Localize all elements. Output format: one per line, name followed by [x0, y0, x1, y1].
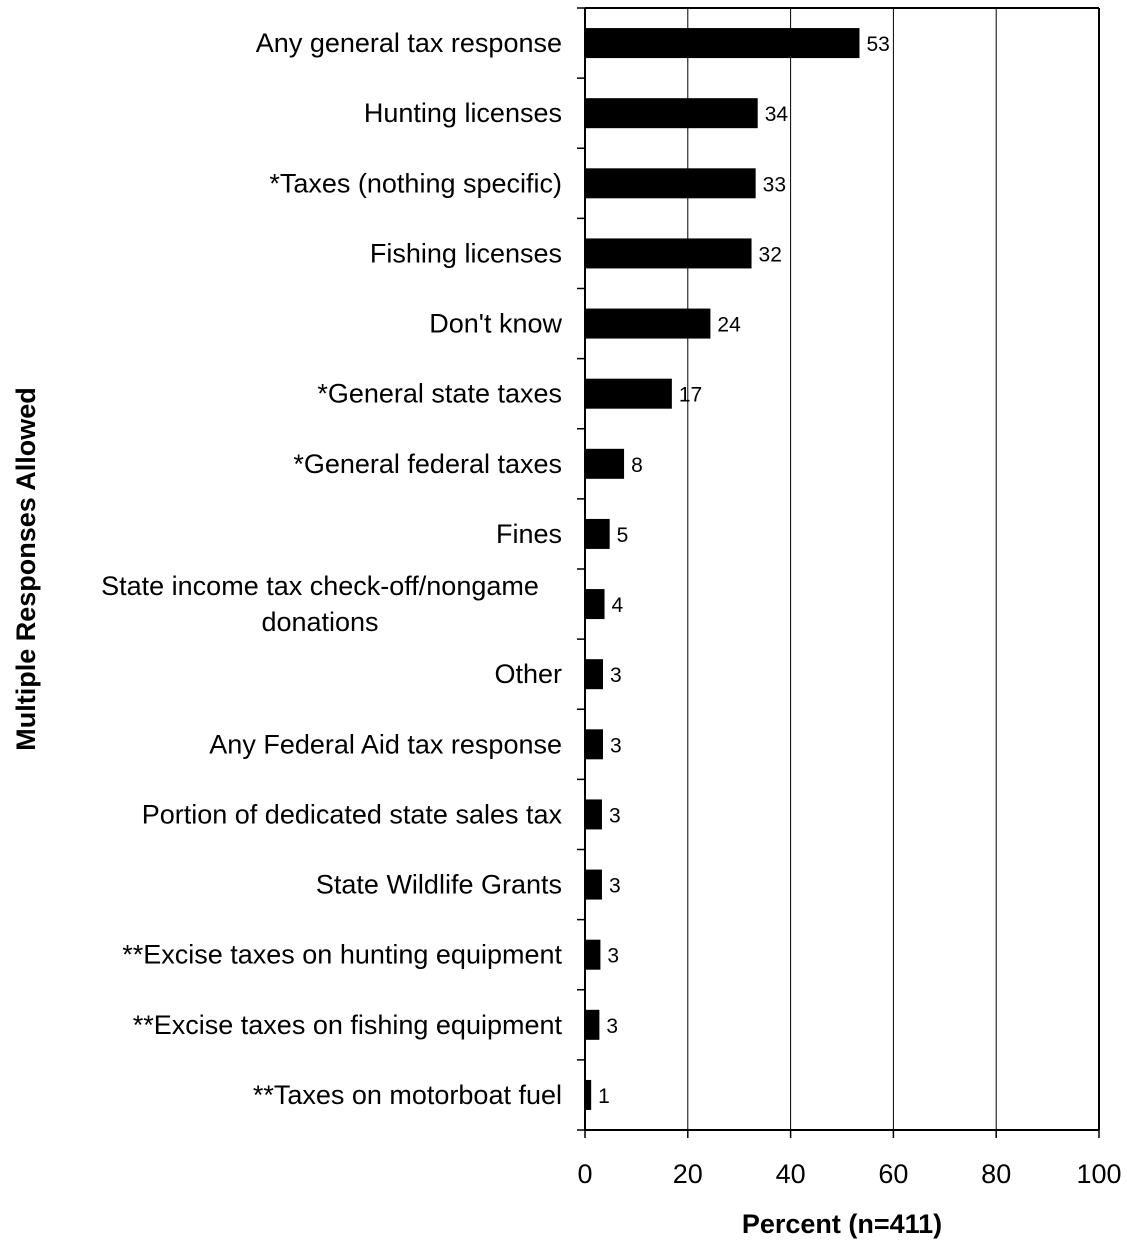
value-label-3: 32	[759, 243, 782, 266]
bar-11	[585, 799, 602, 830]
value-label-15: 1	[598, 1085, 610, 1108]
category-label-8: State income tax check-off/nongame donati…	[101, 571, 539, 637]
category-label-4: Don't know	[429, 309, 562, 339]
tick-labels: 0 20 40 60 80 100	[577, 1159, 1121, 1189]
value-label-6: 8	[631, 454, 643, 477]
x-tick-label-60: 60	[878, 1159, 908, 1189]
category-label-6: *General federal taxes	[293, 449, 562, 479]
category-label-3: Fishing licenses	[370, 238, 562, 268]
bar-2	[585, 168, 756, 199]
category-label-10: Any Federal Aid tax response	[209, 729, 562, 759]
bar-8	[585, 589, 605, 620]
bar-6	[585, 448, 625, 479]
category-label-0: Any general tax response	[256, 28, 562, 58]
bar-9	[585, 659, 603, 690]
category-label-13: **Excise taxes on hunting equipment	[122, 940, 562, 970]
value-label-8: 4	[612, 594, 624, 617]
category-label-11: Portion of dedicated state sales tax	[142, 799, 563, 829]
category-label-9: Other	[494, 659, 562, 689]
value-label-9: 3	[610, 664, 622, 687]
x-tick-label-100: 100	[1076, 1159, 1121, 1189]
bar-14	[585, 1009, 600, 1040]
category-label-15: **Taxes on motorboat fuel	[253, 1080, 562, 1110]
gridlines	[687, 8, 997, 1130]
value-label-2: 33	[763, 173, 786, 196]
category-labels: Any general tax response Hunting licenses…	[101, 28, 562, 1110]
axes	[577, 7, 1100, 1138]
bar-4	[585, 308, 711, 339]
x-axis-title: Percent (n=411)	[742, 1209, 942, 1239]
category-label-12: State Wildlife Grants	[316, 870, 562, 900]
category-label-1: Hunting licenses	[364, 98, 562, 128]
value-label-5: 17	[679, 384, 702, 407]
value-label-0: 53	[866, 33, 889, 56]
bar-12	[585, 869, 602, 900]
value-label-14: 3	[606, 1015, 618, 1038]
x-tick-label-80: 80	[981, 1159, 1011, 1189]
category-label-14: **Excise taxes on fishing equipment	[133, 1010, 563, 1040]
value-label-4: 24	[717, 314, 741, 337]
value-label-11: 3	[609, 804, 621, 827]
bars	[585, 28, 860, 1110]
value-label-12: 3	[609, 875, 621, 898]
category-label-7: Fines	[496, 519, 562, 549]
category-label-5: *General state taxes	[317, 379, 562, 409]
x-tick-label-0: 0	[577, 1159, 592, 1189]
x-tick-label-20: 20	[673, 1159, 703, 1189]
value-label-7: 5	[617, 524, 629, 547]
category-label-2: *Taxes (nothing specific)	[269, 168, 562, 198]
bar-5	[585, 378, 672, 409]
bar-13	[585, 939, 601, 970]
bar-15	[585, 1079, 592, 1110]
bar-10	[585, 729, 603, 760]
bar-3	[585, 238, 752, 269]
value-label-13: 3	[607, 945, 619, 968]
y-axis-title: Multiple Responses Allowed	[11, 387, 41, 751]
bar-7	[585, 518, 610, 549]
bar-1	[585, 98, 758, 129]
value-label-10: 3	[610, 734, 622, 757]
value-label-1: 34	[765, 103, 789, 126]
bar-0	[585, 28, 860, 59]
x-tick-label-40: 40	[776, 1159, 806, 1189]
